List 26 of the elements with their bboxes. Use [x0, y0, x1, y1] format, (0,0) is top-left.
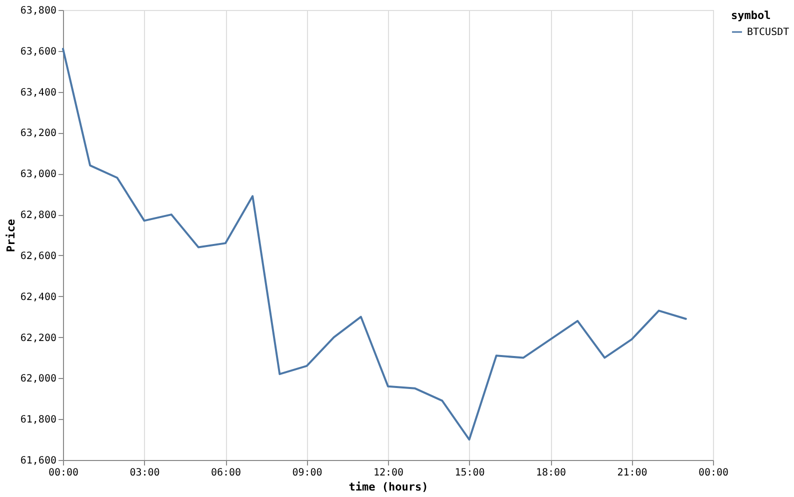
y-tick-label: 62,400 [20, 292, 56, 303]
line-series [62, 48, 687, 441]
x-tick-label: 00:00 [698, 468, 729, 478]
x-tick-label: 09:00 [292, 468, 322, 478]
x-tick-label: 06:00 [210, 468, 242, 478]
x-tick-label: 00:00 [48, 468, 79, 478]
y-tick-label: 63,800 [20, 6, 56, 16]
y-tick-label: 62,200 [20, 332, 56, 344]
y-tick-label: 61,800 [20, 414, 56, 426]
y-tick-label: 63,200 [20, 128, 56, 140]
y-tick-label: 63,600 [20, 46, 56, 58]
x-tick-label: 12:00 [373, 468, 404, 478]
y-tick-label: 62,800 [20, 210, 56, 222]
legend-title: symbol [731, 9, 771, 22]
x-tick-label: 18:00 [536, 468, 566, 478]
x-tick-label: 03:00 [130, 468, 160, 478]
y-axis-title: Price [4, 218, 18, 252]
y-tick-label: 62,600 [20, 250, 56, 262]
y-tick-label: 61,600 [20, 456, 56, 466]
x-tick-label: 15:00 [454, 468, 485, 478]
y-tick-label: 62,000 [20, 374, 56, 385]
y-tick-label: 63,400 [20, 87, 56, 98]
x-tick-label: 21:00 [617, 468, 648, 478]
legend-label: BTCUSDT [747, 27, 790, 38]
x-axis-title: time (hours) [348, 480, 428, 494]
y-tick-label: 63,000 [20, 169, 56, 180]
